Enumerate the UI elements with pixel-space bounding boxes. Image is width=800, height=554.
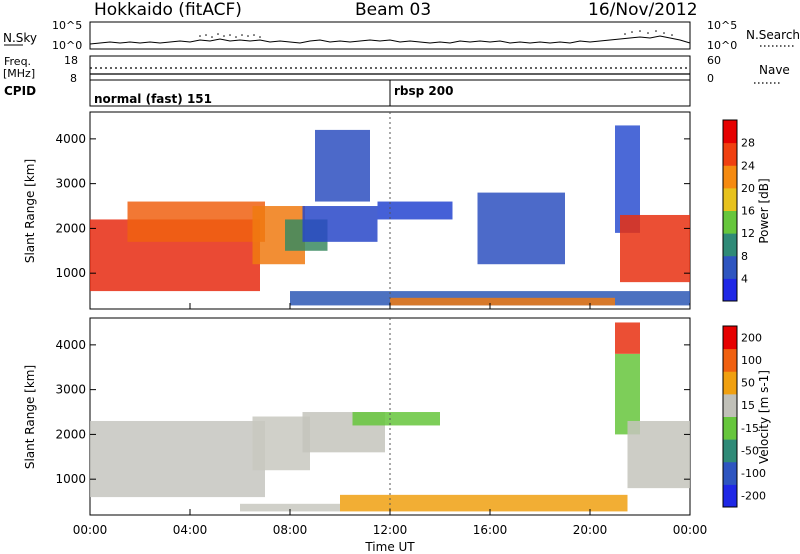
colorbar-swatch [723,416,737,440]
scatter-region-8 [240,503,340,512]
colorbar-swatch [723,278,737,302]
xtick-label: 08:00 [273,523,308,537]
velocity-ylabel: Slant Range [km] [23,365,37,469]
time-axis-label: Time UT [364,540,415,554]
colorbar-swatch [723,120,737,144]
ytick-label: 4000 [55,338,86,352]
colorbar-frame [722,325,738,508]
station-title: Hokkaido (fitACF) [94,0,242,20]
xtick-label: 20:00 [573,523,608,537]
colorbar-tick-label: 12 [741,227,755,240]
ytick-label: 2000 [55,427,86,441]
cpid-label: CPID [4,84,36,98]
colorbar-tick-label: 24 [741,159,755,172]
nsearch-label: N.Search [746,28,800,42]
colorbar-swatch [723,326,737,350]
nsearch-dots [199,30,673,38]
colorbar-swatch [723,233,737,257]
power-ylabel: Slant Range [km] [23,159,37,263]
ytick-label: 1000 [55,266,86,280]
scatter-region-6 [615,322,640,354]
nave-label: Nave [759,63,790,77]
colorbar-tick-label: 4 [741,272,748,285]
colorbar-swatch [723,371,737,395]
scatter-region-5 [315,129,370,202]
colorbar-tick-label: 100 [741,354,762,367]
colorbar-tick-label: 15 [741,399,755,412]
scatter-region-6 [377,201,453,220]
colorbar-tick-label: -100 [741,467,766,480]
colorbar-swatch [723,393,737,417]
colorbar-tick-label: 16 [741,205,755,218]
ytick-label: 4000 [55,132,86,146]
scatter-region-4 [302,206,378,242]
colorbar-tick-label: 8 [741,250,748,263]
freq-tick-bottom: 8 [70,72,77,85]
nsky-tick-top: 10^5 [52,19,82,32]
nsky-panel: N.Sky 10^5 10^0 10^5 10^0 N.Search [3,19,800,52]
cpid-panel: CPID normal (fast) 151 rbsp 200 [4,79,691,107]
nave-tick-bottom: 0 [707,72,714,85]
cpid-segment-0: normal (fast) 151 [94,92,212,106]
date-title: 16/Nov/2012 [588,0,698,20]
ytick-label: 2000 [55,221,86,235]
nsearch-tick-top: 10^5 [707,19,737,32]
colorbar-swatch [723,165,737,189]
freq-unit: [MHz] [3,67,35,80]
scatter-region-5 [627,420,690,489]
xtick-label: 16:00 [473,523,508,537]
freq-tick-top: 18 [64,54,78,67]
xtick-label: 00:00 [673,523,708,537]
colorbar-swatch [723,187,737,211]
colorbar-tick-label: 200 [741,331,762,344]
nsky-tick-bottom: 10^0 [52,39,82,52]
scatter-region-8 [615,125,640,233]
colorbar-swatch [723,210,737,234]
colorbar-tick-label: -50 [741,444,759,457]
scatter-region-3 [352,412,440,426]
colorbar-swatch [723,461,737,485]
colorbar-swatch [723,142,737,166]
ytick-label: 1000 [55,472,86,486]
xtick-label: 00:00 [73,523,108,537]
scatter-region-7 [340,494,628,512]
xtick-label: 04:00 [173,523,208,537]
power-panel: 1000 2000 3000 4000 Slant Range [km] 4 8 12 16… [23,111,771,310]
xtick-label: 12:00 [373,523,408,537]
nsky-trace [89,35,691,45]
colorbar-swatch [723,484,737,508]
colorbar-swatch [723,348,737,372]
time-axis: 00:00 04:00 08:00 12:00 16:00 20:00 00:00 [73,303,708,537]
colorbar-tick-label: 50 [741,377,755,390]
ytick-label: 3000 [55,383,86,397]
colorbar-tick-label: -200 [741,490,766,503]
nsky-label: N.Sky [3,31,37,45]
scatter-region-1 [127,201,265,242]
ytick-label: 3000 [55,177,86,191]
scatter-region-7 [477,192,565,265]
nsearch-tick-bottom: 10^0 [707,39,737,52]
freq-panel: Freq. [MHz] 18 8 60 0 Nave [3,54,790,85]
colorbar-tick-label: 28 [741,137,755,150]
velocity-colorbar: 200 100 50 15 -15 -50 -100 -200 [722,325,766,508]
colorbar-swatch [723,255,737,279]
velocity-panel: 1000 2000 3000 4000 Slant Range [km] 200 100… [23,317,771,516]
colorbar-swatch [723,439,737,463]
beam-title: Beam 03 [355,0,432,20]
scatter-region-0 [90,420,265,498]
colorbar-frame [722,119,738,302]
velocity-colorbar-label: Velocity [m s-1] [757,370,771,464]
power-colorbar: 4 8 12 16 20 24 28 [722,119,755,302]
colorbar-tick-label: -15 [741,422,759,435]
nave-tick-top: 60 [707,54,721,67]
colorbar-tick-label: 20 [741,182,755,195]
power-colorbar-label: Power [dB] [757,178,771,243]
scatter-region-9 [620,214,690,283]
freq-label: Freq. [4,55,31,68]
scatter-region-1 [252,416,310,471]
scatter-region-11 [390,297,615,306]
cpid-segment-1: rbsp 200 [394,84,453,98]
